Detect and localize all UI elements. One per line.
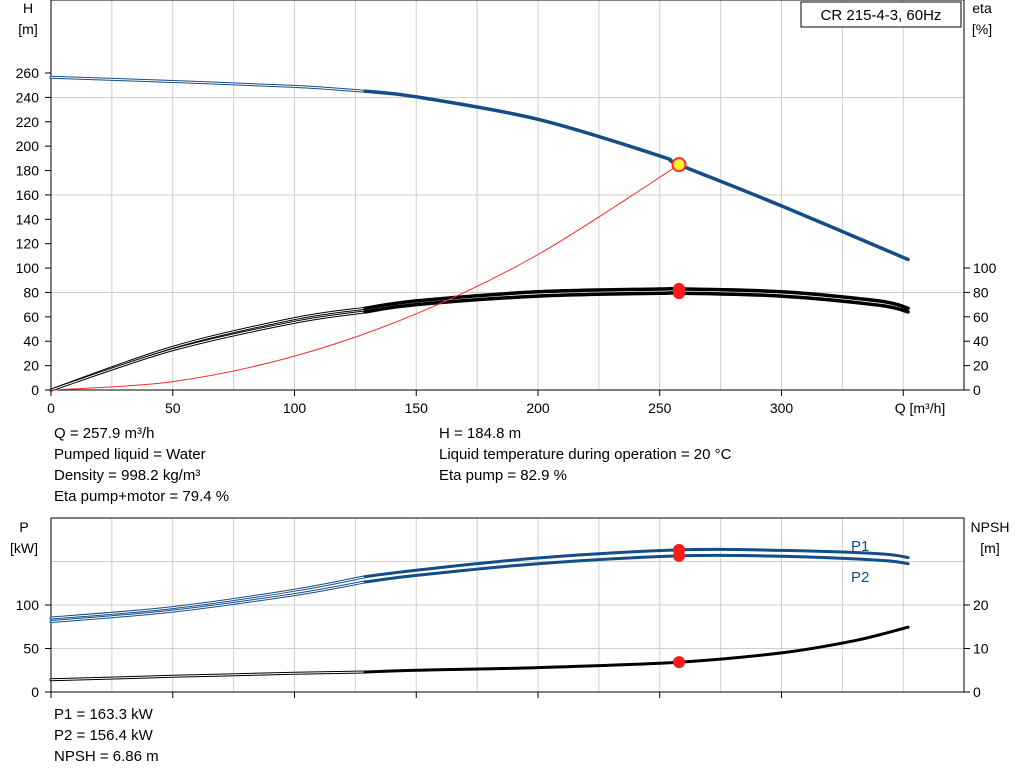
- NPSH-curve-thin: [50, 671, 366, 681]
- P2-curve-thin: [50, 581, 366, 622]
- y-left-tick-label: 60: [23, 309, 39, 325]
- bottom-left-axis-title: P: [19, 519, 28, 535]
- chart-title: CR 215-4-3, 60Hz: [821, 7, 942, 24]
- y-right-tick-label: 10: [973, 641, 989, 657]
- y-left-tick-label: 220: [16, 114, 40, 130]
- y-left-tick-label: 240: [16, 89, 40, 105]
- y-left-tick-label: 100: [16, 597, 40, 613]
- info-npsh: NPSH = 6.86 m: [54, 748, 159, 765]
- y-right-tick-label: 40: [973, 333, 989, 349]
- y-right-tick-label: 100: [973, 260, 997, 276]
- x-tick-label: 300: [770, 400, 794, 416]
- y-left-tick-label: 260: [16, 65, 40, 81]
- top-left-axis-title: H: [23, 0, 33, 16]
- P1-curve-thin: [50, 576, 366, 619]
- duty-point-markers: [671, 157, 687, 669]
- info-flow: Q = 257.9 m³/h: [54, 425, 155, 442]
- y-left-tick-label: 100: [16, 260, 40, 276]
- info-pumped-liquid: Pumped liquid = Water: [54, 446, 206, 463]
- y-left-tick-label: 50: [23, 641, 39, 657]
- NPSH-curve: [363, 625, 910, 674]
- bottom-right-axis-title: NPSH: [971, 519, 1010, 535]
- eta_total-curve-thin: [50, 311, 366, 391]
- x-axis-title: Q [m³/h]: [895, 400, 946, 416]
- duty-point-eta-total: [672, 287, 685, 300]
- x-tick-label: 150: [405, 400, 429, 416]
- top-axis-ticks: 0 50 100 150 200 250 3000204060801001201401601…: [16, 65, 997, 416]
- info-bottom: P1 = 163.3 kW P2 = 156.4 kW NPSH = 6.86 …: [54, 704, 159, 767]
- top-left-axis-unit: [m]: [18, 21, 37, 37]
- eta_total-curve-outline: [49, 310, 367, 392]
- y-left-tick-label: 20: [23, 358, 39, 374]
- P1-curve-outline: [49, 575, 367, 620]
- info-eta-pump: Eta pump = 82.9 %: [439, 467, 567, 484]
- H-curve-thin: [50, 76, 366, 92]
- y-left-tick-label: 0: [31, 684, 39, 700]
- title-box: [800, 1, 962, 28]
- info-head: H = 184.8 m: [439, 425, 522, 442]
- y-left-tick-label: 160: [16, 187, 40, 203]
- duty-point-p2: [672, 549, 685, 562]
- top-grid: [51, 0, 964, 390]
- info-top-left: Q = 257.9 m³/h Pumped liquid = Water Den…: [54, 423, 229, 507]
- y-left-tick-label: 180: [16, 163, 40, 179]
- bottom-left-axis-unit: [kW]: [10, 540, 38, 556]
- x-tick-label: 250: [648, 400, 672, 416]
- bottom-curves: [49, 547, 910, 682]
- duty-point-npsh: [672, 656, 685, 669]
- top-curves: [49, 75, 910, 392]
- y-left-tick-label: 40: [23, 333, 39, 349]
- y-right-tick-label: 0: [973, 684, 981, 700]
- info-top-right: H = 184.8 m Liquid temperature during op…: [439, 423, 731, 486]
- info-density: Density = 998.2 kg/m³: [54, 467, 201, 484]
- top-right-axis-unit: [%]: [972, 21, 992, 37]
- x-tick-label: 200: [526, 400, 550, 416]
- y-left-tick-label: 0: [31, 382, 39, 398]
- H-curve: [363, 89, 910, 262]
- y-left-tick-label: 80: [23, 284, 39, 300]
- system_curve-curve: [50, 164, 680, 391]
- y-left-tick-label: 140: [16, 211, 40, 227]
- y-right-tick-label: 20: [973, 597, 989, 613]
- info-p1: P1 = 163.3 kW: [54, 706, 153, 723]
- bottom-axis-ticks: 0 50 100 0 10 20: [16, 597, 989, 700]
- top-right-axis-title: eta: [972, 0, 992, 16]
- info-p2: P2 = 156.4 kW: [54, 727, 153, 744]
- y-right-tick-label: 60: [973, 309, 989, 325]
- y-right-tick-label: 80: [973, 284, 989, 300]
- y-right-tick-label: 20: [973, 358, 989, 374]
- bottom-right-axis-unit: [m]: [980, 540, 999, 556]
- x-tick-label: 50: [165, 400, 181, 416]
- p1-series-label: P1: [851, 538, 869, 555]
- info-eta-pump-motor: Eta pump+motor = 79.4 %: [54, 488, 230, 505]
- info-liquid-temperature: Liquid temperature during operation = 20…: [439, 446, 732, 463]
- H-curve-outline: [49, 75, 367, 93]
- x-tick-label: 0: [47, 400, 55, 416]
- y-right-tick-label: 0: [973, 382, 981, 398]
- p2-series-label: P2: [851, 569, 869, 586]
- y-left-tick-label: 200: [16, 138, 40, 154]
- P2-curve: [363, 553, 910, 584]
- duty-point-head: [671, 157, 687, 173]
- y-left-tick-label: 120: [16, 236, 40, 252]
- x-tick-label: 100: [283, 400, 307, 416]
- eta_pump-curve: [363, 286, 910, 311]
